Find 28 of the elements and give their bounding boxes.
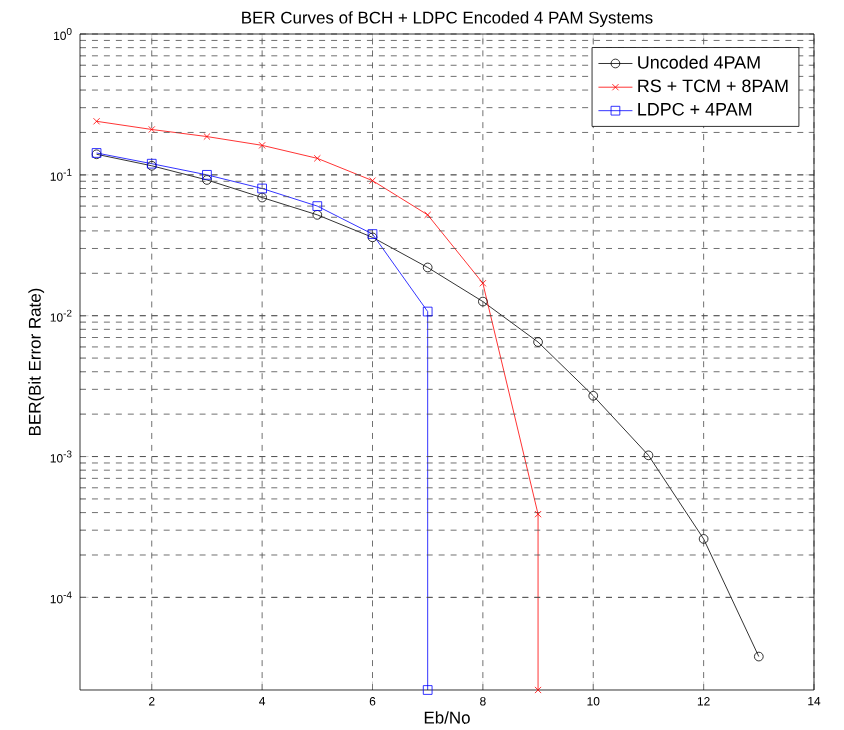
point	[258, 141, 266, 149]
point	[369, 176, 376, 184]
legend-label: RS + TCM + 8PAM	[638, 79, 788, 93]
point	[422, 685, 433, 695]
chart-title: BER Curves of BCH + LDPC Encoded 4 PAM Systems	[242, 11, 653, 27]
legend-label: LDPC + 4PAM	[638, 102, 752, 116]
point	[257, 192, 267, 203]
point	[202, 175, 212, 185]
legend-label: Uncoded 4PAM	[638, 55, 760, 69]
point	[313, 154, 321, 162]
x-axis-title: Eb/No	[424, 711, 470, 724]
point	[533, 337, 543, 347]
point	[312, 209, 323, 220]
point	[588, 390, 599, 401]
point	[148, 125, 156, 133]
point	[422, 306, 433, 317]
point	[698, 534, 709, 544]
point	[534, 510, 542, 518]
point	[643, 450, 654, 460]
point	[257, 183, 267, 194]
point	[424, 211, 432, 219]
point	[202, 169, 212, 180]
point	[312, 201, 323, 211]
point	[422, 262, 433, 273]
point	[478, 296, 488, 307]
point	[203, 132, 211, 140]
y-axis-title: BER(Bit Error Rate)	[28, 288, 45, 435]
point	[479, 279, 487, 287]
